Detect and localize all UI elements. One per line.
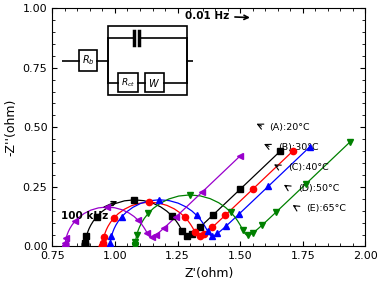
Y-axis label: -Z''(ohm): -Z''(ohm) — [4, 99, 17, 156]
Text: (B):30°C: (B):30°C — [278, 143, 319, 152]
Text: (E):65°C: (E):65°C — [307, 204, 346, 213]
Text: (C):40°C: (C):40°C — [288, 163, 329, 172]
Text: 100 kHz: 100 kHz — [61, 202, 116, 221]
X-axis label: Z'(ohm): Z'(ohm) — [184, 267, 233, 280]
Text: 0.01 Hz: 0.01 Hz — [185, 11, 248, 21]
Text: (A):20°C: (A):20°C — [269, 123, 310, 132]
Text: (D):50°C: (D):50°C — [298, 183, 339, 193]
